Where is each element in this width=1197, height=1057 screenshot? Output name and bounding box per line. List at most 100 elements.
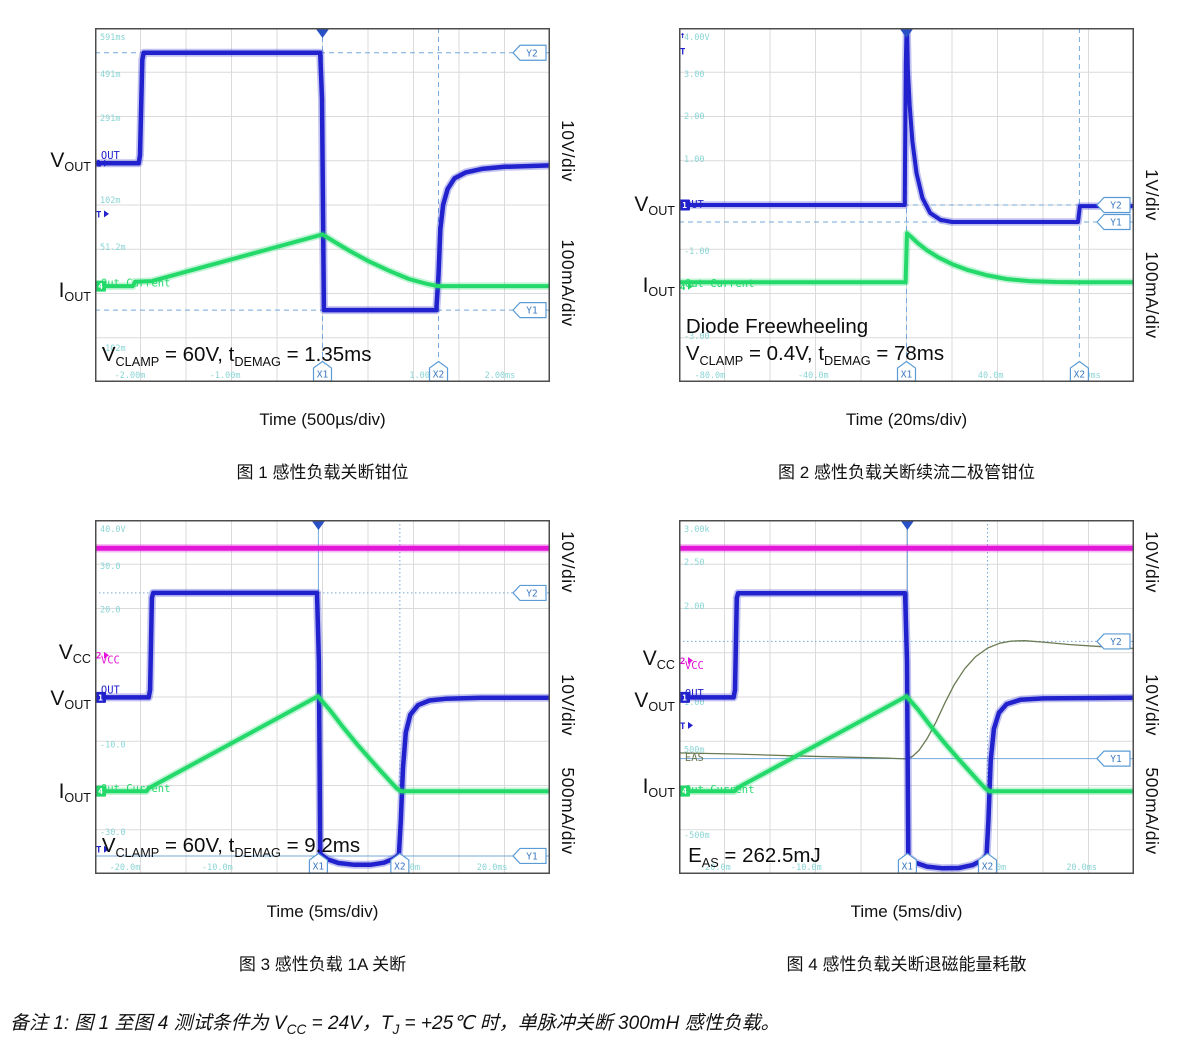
signal-label-vout: VOUT: [634, 689, 675, 715]
cursor-tag-label: X2: [433, 370, 444, 381]
y-scale-tick-label: 4.00V: [684, 33, 710, 43]
channel-marker-glyph: T: [96, 210, 102, 220]
figure-4-right-labels: 10V/div 10V/div 500mA/div: [1139, 520, 1181, 874]
y-scale-tick-label: 40.0V: [100, 525, 126, 535]
trace-out-current: [679, 694, 1134, 794]
trace-out-current: [95, 694, 550, 794]
x-scale-tick-label: -10.0m: [791, 863, 822, 873]
channel-label: VCC: [101, 655, 120, 667]
channel-label: VCC: [685, 660, 704, 672]
figure-1-caption: 图 1 感性负载关断钳位: [236, 463, 409, 482]
y-scale-tick-label: 500m: [684, 745, 704, 755]
x-scale-tick-label: -10.0m: [202, 863, 233, 873]
annotation-subscript: J: [392, 1021, 400, 1037]
channel-marker-glyph: 4: [98, 787, 103, 796]
trace-out-current: [95, 232, 550, 289]
annotation-text: V: [101, 833, 116, 857]
cursor-tag-label: Y2: [526, 588, 537, 599]
y-scale-tick-label: 2.50: [684, 558, 704, 568]
channel-marker-arrow-icon: [104, 651, 109, 659]
y-scale-tick-label: -3.00: [684, 332, 710, 342]
cursor-tag-y2: [512, 584, 547, 602]
measurement-annotation: EAS = 262.5mJ: [688, 842, 821, 876]
y-scale-tick-label: 491m: [100, 70, 120, 80]
y-scale-tick-label: -10.0: [100, 741, 126, 751]
annotation-text: V: [101, 343, 116, 367]
y-scale-tick-label: 591ms: [100, 33, 126, 43]
annotation-text: = 78ms: [870, 341, 945, 365]
channel-marker-box: [679, 691, 690, 703]
channel-marker-box: [95, 280, 106, 292]
annotation-subscript: CC: [286, 1021, 307, 1037]
cursor-tag-label: X1: [317, 370, 329, 381]
signal-label-iout: IOUT: [642, 774, 675, 800]
cursor-tag-label: X1: [313, 862, 325, 873]
plot-border: [679, 520, 1134, 874]
channel-label: Out Current: [101, 278, 171, 290]
annotation-subscript: DEMAG: [824, 353, 871, 369]
figure-3-right-labels: 10V/div 10V/div 500mA/div: [555, 520, 597, 874]
figure-3: VCC VOUT IOUT VCLAMP = 60V, tDEMAG = 9.2ms…: [25, 520, 600, 990]
figure-2: VOUT IOUT Diode Freewheeling VCLAMP = 0.4V…: [609, 28, 1184, 498]
annotation-text: E: [688, 844, 702, 868]
cursor-tag-label: Y1: [1110, 217, 1122, 228]
figure-2-caption: 图 2 感性负载关断续流二极管钳位: [778, 463, 1035, 482]
figure-1-right-labels: 10V/div 100mA/div: [555, 28, 597, 382]
x-scale-tick-label: 2.00ms: [485, 371, 516, 381]
x-scale-tick-label: 40.0m: [978, 371, 1004, 381]
scale-label: 10V/div: [558, 531, 578, 594]
annotation-subscript: CLAMP: [699, 353, 744, 369]
scale-label: 10V/div: [558, 119, 578, 182]
annotation-subscript: AS: [701, 855, 719, 871]
x-scale-tick-label: -80.0m: [695, 371, 726, 381]
annotation-text: = 0.4V, t: [743, 341, 825, 365]
trace-out: [679, 29, 1134, 224]
annotation-text: 备注 1: 图 1 至图 4 测试条件为 V: [10, 1013, 287, 1034]
channel-marker-arrow-icon: [104, 845, 109, 853]
figure-4-time-axis-label: Time (5ms/div): [850, 902, 963, 921]
figure-2-scope: Diode Freewheeling VCLAMP = 0.4V, tDEMAG …: [679, 28, 1134, 382]
x-scale-tick-label: 20.0ms: [1066, 863, 1097, 873]
signal-label-vout: VOUT: [634, 193, 675, 219]
trace-eas: [679, 640, 1134, 760]
figure-4-left-labels: VCC VOUT IOUT: [609, 520, 675, 874]
channel-marker-glyph: 4: [682, 787, 687, 796]
channel-marker-glyph: 1: [682, 693, 687, 702]
y-scale-tick-label: 2.00: [684, 112, 704, 122]
y-scale-tick-label: 1.00: [684, 155, 704, 165]
cursor-tag-label: Y2: [526, 48, 537, 59]
y-scale-tick-label: -30.0: [100, 828, 126, 838]
figure-3-scope: VCLAMP = 60V, tDEMAG = 9.2ms 40.0V 30.0 20.…: [95, 520, 550, 874]
x-scale-tick-label: 1.00m: [409, 371, 435, 381]
figure-2-time-axis-label: Time (20ms/div): [845, 410, 968, 429]
y-scale-tick-label: 30.0: [100, 562, 120, 572]
figure-2-left-labels: VOUT IOUT: [609, 28, 675, 382]
oscilloscope-plot: 40.0V 30.0 20.0 -10.0 -30.0 -20.0m -10.0m 0m 20.…: [95, 520, 550, 874]
figure-3-caption: 图 3 感性负载 1A 关断: [238, 955, 407, 974]
figure-4-caption: 图 4 感性负载关断退磁能量耗散: [786, 955, 1027, 974]
annotation-text: = 60V, t: [159, 833, 235, 857]
trace-out-current: [679, 231, 1134, 285]
scale-label: 10V/div: [1142, 674, 1162, 737]
channel-marker-arrow-icon: [688, 721, 693, 729]
channel-marker-arrow-icon: [104, 159, 109, 167]
oscilloscope-plot: 591ms 491m 291m 102m 51.2m -102m -2.00m -1.00m 1…: [95, 28, 550, 382]
cursor-tag-y1: [1096, 750, 1131, 767]
measurement-annotation: VCLAMP = 60V, tDEMAG = 9.2ms: [102, 832, 360, 866]
cursor-tag-label: Y1: [526, 851, 538, 862]
scale-label: 100mA/div: [558, 239, 578, 327]
cursor-tag-y1: [512, 847, 547, 865]
cursor-tag-label: X2: [982, 862, 993, 873]
trace-out: [95, 590, 550, 868]
scale-label: 1V/div: [1142, 169, 1162, 221]
annotation-text: = 262.5mJ: [718, 844, 821, 868]
cursor-tag-label: X1: [901, 370, 913, 381]
figure-1: VOUT IOUT VCLAMP = 60V, tDEMAG = 1.35ms 59…: [25, 28, 600, 498]
channel-marker-glyph: 1: [98, 693, 103, 702]
scale-label: 10V/div: [558, 674, 578, 737]
y-scale-tick-label: 51.2m: [100, 243, 126, 253]
channel-marker-glyph: T: [680, 48, 686, 58]
channel-marker-arrow-icon: [104, 210, 109, 218]
figure-1-left-labels: VOUT IOUT: [25, 28, 91, 382]
scale-label: 500mA/div: [558, 767, 578, 855]
